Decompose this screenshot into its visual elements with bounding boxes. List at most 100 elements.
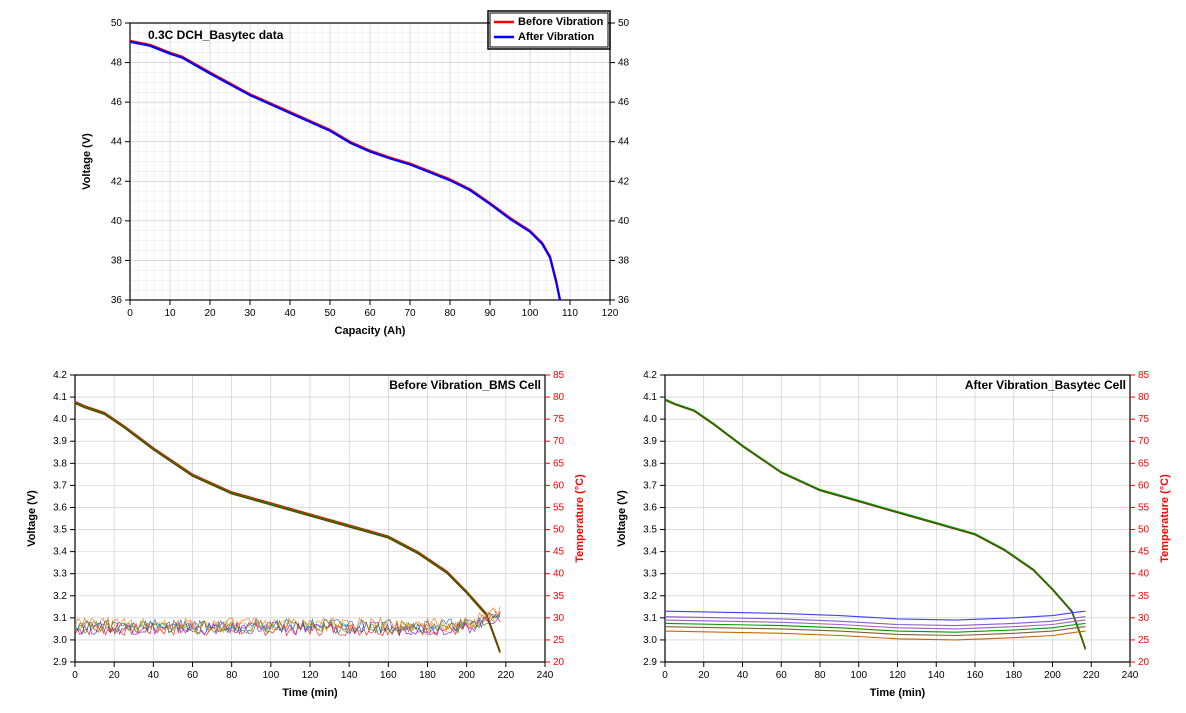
svg-text:20: 20: [1138, 657, 1150, 668]
svg-text:50: 50: [553, 525, 565, 536]
top-chart: 0102030405060708090100110120363840424446…: [40, 5, 630, 345]
svg-text:4.2: 4.2: [53, 370, 67, 381]
svg-text:20: 20: [109, 670, 121, 681]
svg-text:180: 180: [1005, 670, 1022, 681]
svg-text:100: 100: [262, 670, 279, 681]
svg-text:0: 0: [662, 670, 668, 681]
svg-text:10: 10: [164, 308, 176, 319]
svg-text:90: 90: [484, 308, 496, 319]
svg-text:3.0: 3.0: [643, 635, 657, 646]
svg-text:After Vibration: After Vibration: [518, 31, 594, 43]
svg-text:40: 40: [148, 670, 160, 681]
svg-text:Temperature (°C): Temperature (°C): [1159, 474, 1171, 563]
svg-text:3.8: 3.8: [53, 458, 67, 469]
svg-text:240: 240: [1122, 670, 1139, 681]
svg-text:180: 180: [419, 670, 436, 681]
svg-text:60: 60: [187, 670, 199, 681]
svg-text:36: 36: [618, 295, 630, 306]
svg-text:20: 20: [698, 670, 710, 681]
svg-text:3.7: 3.7: [643, 480, 657, 491]
svg-text:50: 50: [324, 308, 336, 319]
svg-text:120: 120: [302, 670, 319, 681]
svg-text:3.3: 3.3: [53, 569, 67, 580]
svg-text:0: 0: [72, 670, 78, 681]
svg-text:48: 48: [618, 58, 630, 69]
svg-text:Voltage (V): Voltage (V): [616, 490, 628, 547]
svg-text:3.6: 3.6: [643, 502, 657, 513]
svg-text:Time (min): Time (min): [870, 687, 926, 699]
svg-text:50: 50: [111, 18, 123, 29]
svg-text:44: 44: [111, 137, 123, 148]
svg-text:75: 75: [1138, 414, 1150, 425]
svg-text:46: 46: [111, 97, 123, 108]
svg-text:4.0: 4.0: [53, 414, 67, 425]
svg-text:3.7: 3.7: [53, 480, 67, 491]
svg-text:220: 220: [1083, 670, 1100, 681]
svg-text:220: 220: [497, 670, 514, 681]
svg-text:3.9: 3.9: [643, 436, 657, 447]
svg-text:20: 20: [553, 657, 565, 668]
svg-text:40: 40: [284, 308, 296, 319]
bottom-right-chart: 0204060801001201401601802002202402.93.03…: [610, 360, 1180, 705]
svg-text:60: 60: [1138, 480, 1150, 491]
svg-text:40: 40: [618, 216, 630, 227]
svg-text:80: 80: [444, 308, 456, 319]
svg-text:65: 65: [1138, 458, 1150, 469]
svg-text:3.4: 3.4: [643, 547, 657, 558]
svg-text:45: 45: [553, 547, 565, 558]
svg-text:3.2: 3.2: [53, 591, 67, 602]
svg-text:200: 200: [458, 670, 475, 681]
svg-text:48: 48: [111, 58, 123, 69]
svg-text:Capacity (Ah): Capacity (Ah): [335, 325, 406, 337]
svg-text:Temperature (°C): Temperature (°C): [574, 474, 586, 563]
svg-text:20: 20: [204, 308, 216, 319]
svg-text:55: 55: [1138, 502, 1150, 513]
svg-text:42: 42: [618, 176, 630, 187]
svg-text:25: 25: [553, 635, 565, 646]
svg-text:55: 55: [553, 502, 565, 513]
svg-text:65: 65: [553, 458, 565, 469]
svg-text:30: 30: [553, 613, 565, 624]
svg-text:60: 60: [776, 670, 788, 681]
svg-text:44: 44: [618, 137, 630, 148]
svg-text:3.6: 3.6: [53, 502, 67, 513]
svg-text:42: 42: [111, 176, 123, 187]
svg-text:80: 80: [1138, 392, 1150, 403]
svg-text:Time (min): Time (min): [282, 687, 338, 699]
svg-text:36: 36: [111, 295, 123, 306]
svg-text:80: 80: [553, 392, 565, 403]
svg-text:3.3: 3.3: [643, 569, 657, 580]
svg-text:Voltage (V): Voltage (V): [81, 133, 93, 190]
svg-text:3.8: 3.8: [643, 458, 657, 469]
svg-text:Before Vibration: Before Vibration: [518, 16, 604, 28]
svg-text:85: 85: [553, 370, 565, 381]
svg-text:4.1: 4.1: [643, 392, 657, 403]
svg-text:After Vibration_Basytec Cell: After Vibration_Basytec Cell: [965, 378, 1126, 392]
svg-text:Before Vibration_BMS Cell: Before Vibration_BMS Cell: [389, 378, 541, 392]
svg-text:2.9: 2.9: [53, 657, 67, 668]
svg-text:40: 40: [1138, 569, 1150, 580]
svg-text:Voltage (V): Voltage (V): [26, 490, 38, 547]
svg-text:30: 30: [1138, 613, 1150, 624]
svg-text:100: 100: [850, 670, 867, 681]
svg-text:25: 25: [1138, 635, 1150, 646]
svg-text:30: 30: [244, 308, 256, 319]
svg-text:50: 50: [618, 18, 630, 29]
svg-text:80: 80: [226, 670, 238, 681]
svg-text:200: 200: [1044, 670, 1061, 681]
svg-text:85: 85: [1138, 370, 1150, 381]
svg-text:3.2: 3.2: [643, 591, 657, 602]
svg-text:140: 140: [928, 670, 945, 681]
svg-text:35: 35: [553, 591, 565, 602]
svg-text:35: 35: [1138, 591, 1150, 602]
svg-text:80: 80: [814, 670, 826, 681]
svg-text:40: 40: [737, 670, 749, 681]
svg-text:160: 160: [967, 670, 984, 681]
bottom-left-chart: 0204060801001201401601802002202402.93.03…: [15, 360, 595, 705]
svg-text:110: 110: [562, 308, 578, 319]
svg-text:120: 120: [602, 308, 619, 319]
svg-text:240: 240: [537, 670, 554, 681]
svg-text:38: 38: [618, 255, 630, 266]
svg-text:100: 100: [522, 308, 539, 319]
svg-text:38: 38: [111, 255, 123, 266]
